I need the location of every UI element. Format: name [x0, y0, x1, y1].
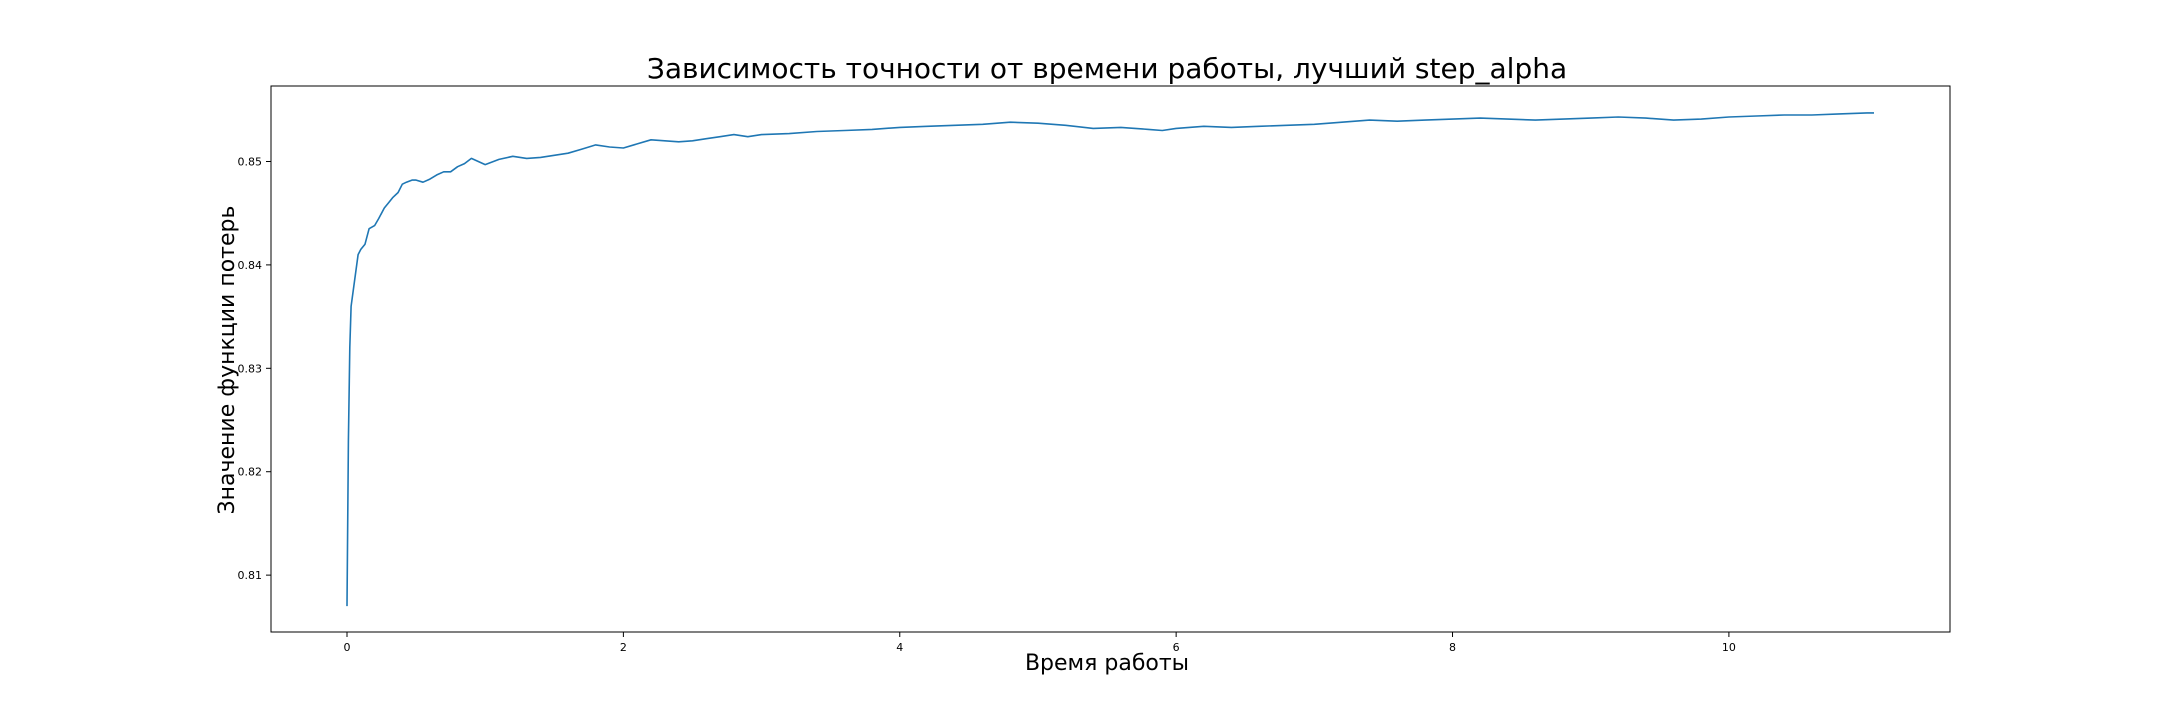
series-line [346, 112, 1874, 607]
plot-area: 0 2 4 6 8 10 0.81 0.82 0.83 0.84 0.85 [238, 85, 1951, 654]
y-axis-ticks: 0.81 0.82 0.83 0.84 0.85 [238, 155, 271, 582]
y-tick-label: 0.83 [238, 362, 263, 375]
x-tick-label: 4 [896, 641, 903, 654]
y-tick-label: 0.85 [238, 155, 263, 168]
x-axis-ticks: 0 2 4 6 8 10 [344, 632, 1736, 654]
x-tick-label: 8 [1449, 641, 1456, 654]
chart-title: Зависимость точности от времени работы, … [647, 52, 1567, 85]
x-tick-label: 2 [620, 641, 627, 654]
x-axis-label: Время работы [1025, 651, 1189, 676]
y-tick-label: 0.84 [238, 259, 263, 272]
y-tick-label: 0.81 [238, 569, 263, 582]
x-tick-label: 0 [344, 641, 351, 654]
y-tick-label: 0.82 [238, 466, 263, 479]
plot-frame [270, 85, 1951, 633]
x-tick-label: 6 [1173, 641, 1180, 654]
x-tick-label: 10 [1722, 641, 1736, 654]
y-axis-label: Значение функции потерь [215, 206, 240, 515]
